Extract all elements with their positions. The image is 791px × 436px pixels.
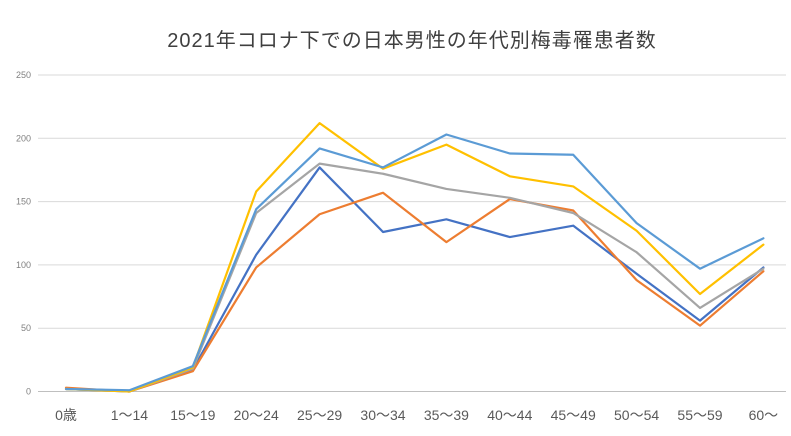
y-tick-label: 100	[16, 260, 31, 270]
series-line-yellow	[64, 122, 765, 393]
series-line-light-blue	[64, 133, 765, 392]
y-tick-label: 0	[26, 387, 31, 397]
x-tick-label: 25〜29	[297, 407, 342, 423]
y-tick-label: 150	[16, 197, 31, 207]
chart-title: 2021年コロナ下での日本男性の年代別梅毒罹患者数	[167, 30, 657, 52]
x-tick-label: 20〜24	[234, 407, 279, 423]
x-tick-label: 15〜19	[170, 407, 215, 423]
x-tick-label: 60〜	[749, 407, 779, 423]
x-tick-label: 30〜34	[360, 407, 405, 423]
y-tick-label: 250	[16, 70, 31, 80]
series-line-blue	[64, 166, 765, 393]
series-line-gray	[64, 162, 765, 393]
x-tick-label: 1〜14	[111, 407, 149, 423]
x-tick-label: 55〜59	[677, 407, 722, 423]
x-tick-label: 40〜44	[487, 407, 532, 423]
series-line-orange	[64, 191, 765, 393]
x-tick-label: 35〜39	[424, 407, 469, 423]
y-tick-label: 50	[21, 323, 31, 333]
x-tick-label: 45〜49	[551, 407, 596, 423]
y-tick-label: 200	[16, 133, 31, 143]
x-tick-label: 50〜54	[614, 407, 659, 423]
x-tick-label: 0歳	[55, 407, 77, 423]
